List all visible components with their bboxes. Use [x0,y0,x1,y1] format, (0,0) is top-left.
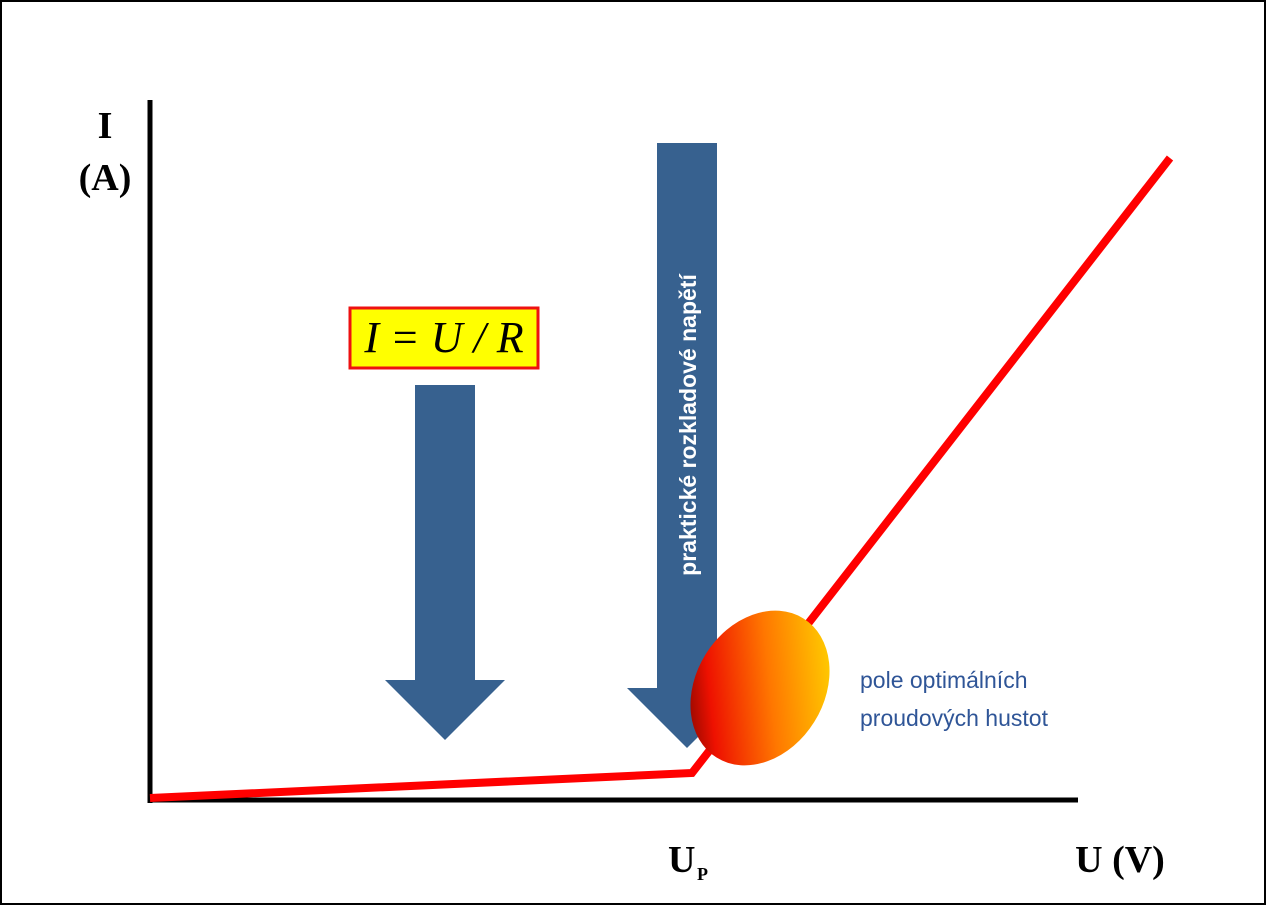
x-mark: U [668,839,695,881]
y-axis-unit: (A) [79,157,132,199]
region-label: proudových hustot [860,705,1049,731]
formula: I = U / R [363,313,523,362]
arrow-label: praktické rozkladové napětí [675,273,701,576]
frame [1,1,1265,904]
x-axis-label: U (V) [1075,839,1165,881]
region-label: pole optimálních [860,667,1028,693]
diagram: praktické rozkladové napětí I = U / R po… [0,0,1266,905]
y-axis-symbol: I [98,105,113,147]
x-mark-subscript: P [697,864,708,884]
